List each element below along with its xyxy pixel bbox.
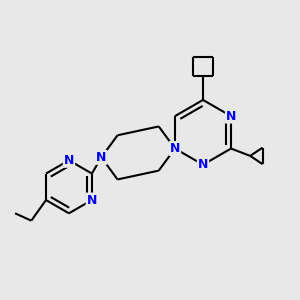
Text: N: N [226, 110, 236, 123]
Text: N: N [96, 151, 106, 164]
Text: N: N [170, 142, 180, 155]
Text: N: N [64, 154, 74, 167]
Text: N: N [198, 158, 208, 171]
Text: N: N [87, 194, 97, 207]
